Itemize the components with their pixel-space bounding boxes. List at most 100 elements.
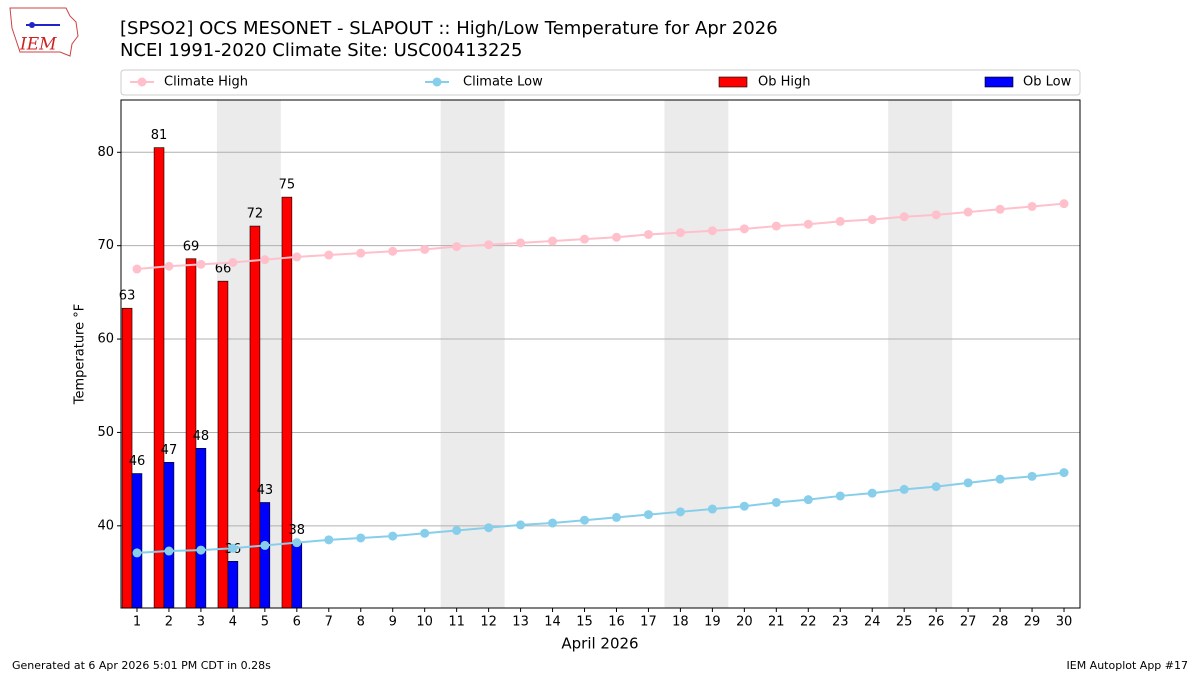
line-marker [324,250,334,260]
x-tick-label: 5 [261,615,269,630]
line-marker [580,234,590,244]
x-tick-label: 22 [800,615,817,630]
line-marker [1027,201,1037,211]
data-label: 43 [257,483,274,498]
line-marker [963,207,973,217]
line-marker [611,232,621,242]
legend-label: Ob High [758,75,811,90]
line-marker [675,507,685,517]
x-tick-label: 13 [512,615,529,630]
line-marker [739,501,749,511]
line-marker [516,238,526,248]
line-marker [420,244,430,254]
data-label: 81 [151,128,168,143]
bar [227,561,239,609]
line-marker [931,482,941,492]
line-marker [420,528,430,538]
x-tick-label: 27 [960,615,977,630]
line-marker [196,545,206,555]
weekend-band [664,100,729,608]
data-label: 72 [247,207,264,222]
y-tick-label: 60 [97,332,114,347]
line-marker [228,257,238,267]
bar [291,542,303,609]
line-marker [164,546,174,556]
logo-dot [29,22,35,28]
y-tick-label: 70 [97,238,114,253]
plot-frame [120,99,1081,609]
line-marker [484,240,494,250]
x-tick-label: 29 [1024,615,1041,630]
line-marker [484,523,494,533]
line-marker [771,497,781,507]
line-marker [707,226,717,236]
x-tick-label: 2 [165,615,173,630]
bar [131,473,143,609]
bar [163,462,175,609]
x-tick-label: 30 [1056,615,1073,630]
legend-label: Ob Low [1023,75,1072,90]
legend-label: Climate Low [463,75,543,90]
line-marker [739,224,749,234]
line-marker [835,216,845,226]
x-tick-label: 14 [544,615,561,630]
x-tick-label: 23 [832,615,849,630]
data-label: 46 [129,454,146,469]
line-marker [228,543,238,553]
x-tick-label: 18 [672,615,689,630]
line-marker [835,491,845,501]
bar [217,280,229,609]
x-tick-label: 16 [608,615,625,630]
weekend-band [888,100,953,608]
bar [195,448,207,609]
line-marker [995,474,1005,484]
line-marker [675,228,685,238]
x-tick-label: 15 [576,615,593,630]
chart-subtitle: NCEI 1991-2020 Climate Site: USC00413225 [120,40,522,61]
data-label: 38 [289,523,306,538]
x-tick-label: 19 [704,615,721,630]
line-marker [388,246,398,256]
x-tick-label: 28 [992,615,1009,630]
line-marker [516,520,526,530]
line-marker [292,252,302,262]
line-marker [260,540,270,550]
data-label: 66 [215,262,232,277]
line [136,202,1065,271]
x-axis-label: April 2026 [561,635,638,653]
legend-label: Climate High [164,75,248,90]
x-tick-label: 9 [389,615,397,630]
x-tick-label: 7 [325,615,333,630]
logo: IEM [9,7,79,57]
footer-right: IEM Autoplot App #17 [1067,659,1189,672]
logo-outline [9,7,79,57]
line-marker [899,484,909,494]
line-marker [132,548,142,558]
line-marker [867,488,877,498]
data-label: 47 [161,443,178,458]
line-marker [611,512,621,522]
line-marker [1059,468,1069,478]
x-tick-label: 8 [357,615,365,630]
legend-swatch [718,76,748,88]
bar [259,502,271,609]
x-tick-label: 3 [197,615,205,630]
line-marker [548,236,558,246]
line-marker [963,478,973,488]
line-marker [899,212,909,222]
line-marker [803,495,813,505]
line-marker [292,538,302,548]
line-marker [452,525,462,535]
line-marker [324,535,334,545]
legend-marker [432,77,442,87]
line-marker [548,518,558,528]
y-tick-label: 50 [97,425,114,440]
line-marker [1027,471,1037,481]
line-marker [771,221,781,231]
line-marker [867,215,877,225]
logo-text: IEM [19,35,57,55]
line-marker [388,531,398,541]
y-tick-label: 80 [97,145,114,160]
bar [249,225,261,609]
